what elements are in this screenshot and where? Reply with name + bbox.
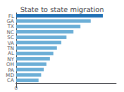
svg-text:CA: CA bbox=[7, 77, 14, 83]
svg-text:PA: PA bbox=[7, 66, 14, 73]
svg-text:VA: VA bbox=[7, 39, 14, 46]
svg-text:0: 0 bbox=[14, 85, 17, 91]
svg-text:TX: TX bbox=[7, 23, 14, 30]
svg-text:AL: AL bbox=[7, 50, 14, 57]
svg-text:TN: TN bbox=[7, 45, 14, 51]
svg-text:OH: OH bbox=[6, 61, 14, 68]
svg-text:State to state migration: State to state migration bbox=[20, 6, 104, 14]
svg-text:NY: NY bbox=[7, 55, 14, 62]
svg-text:SC: SC bbox=[7, 34, 14, 41]
svg-text:FL: FL bbox=[8, 12, 14, 19]
svg-text:MD: MD bbox=[5, 71, 14, 78]
svg-text:GA: GA bbox=[6, 18, 14, 25]
svg-text:NC: NC bbox=[6, 28, 14, 35]
